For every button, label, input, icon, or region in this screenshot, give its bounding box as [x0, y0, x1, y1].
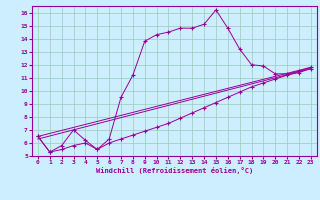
X-axis label: Windchill (Refroidissement éolien,°C): Windchill (Refroidissement éolien,°C) — [96, 167, 253, 174]
